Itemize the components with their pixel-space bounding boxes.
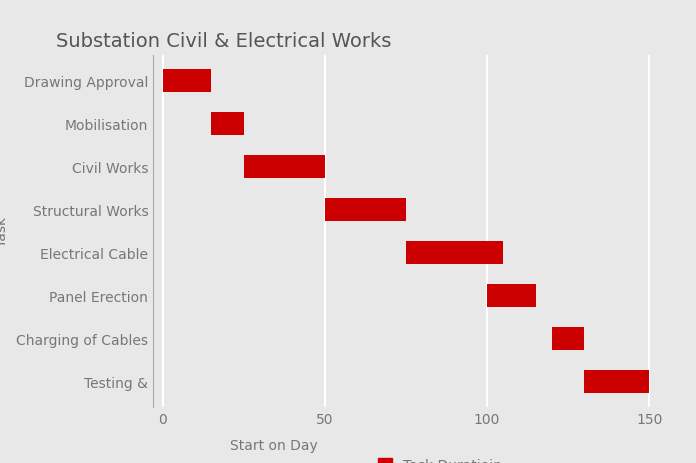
Bar	[163, 198, 325, 222]
Bar	[163, 327, 552, 350]
Bar	[325, 198, 406, 222]
Bar	[212, 113, 244, 136]
Bar	[406, 241, 503, 265]
Legend: Task Duratioin: Task Duratioin	[373, 453, 507, 463]
Y-axis label: Task: Task	[0, 217, 9, 246]
Bar	[163, 284, 487, 308]
Bar	[487, 284, 536, 308]
Text: Substation Civil & Electrical Works: Substation Civil & Electrical Works	[56, 32, 391, 51]
Bar	[163, 241, 406, 265]
Text: Start on Day: Start on Day	[230, 438, 317, 452]
Bar	[163, 155, 244, 179]
Bar	[163, 370, 585, 394]
Bar	[585, 370, 649, 394]
Bar	[163, 113, 212, 136]
Bar	[163, 69, 212, 93]
Bar	[244, 155, 325, 179]
Bar	[552, 327, 585, 350]
